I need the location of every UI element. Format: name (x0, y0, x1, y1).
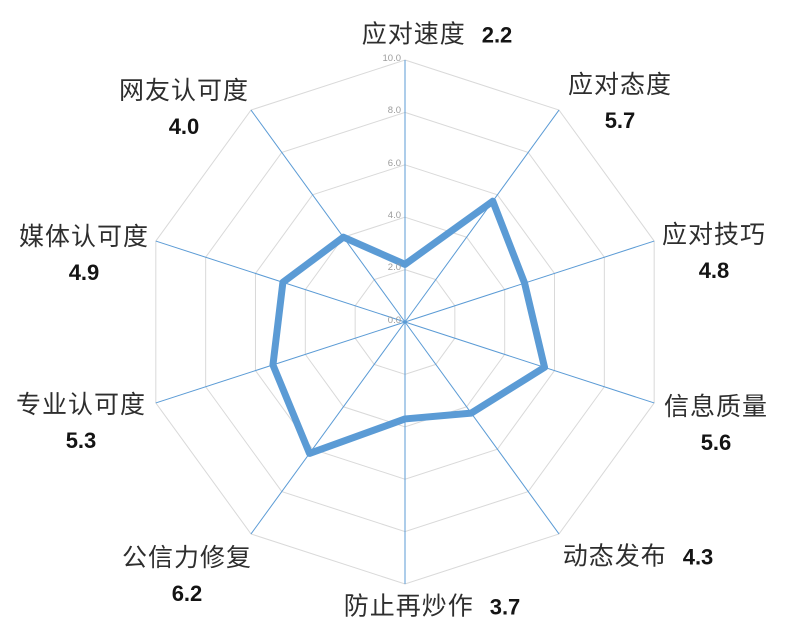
radial-tick-label-4: 4.0 (387, 210, 401, 221)
category-name: 媒体认可度 (18, 221, 150, 251)
category-value: 2.2 (481, 22, 513, 48)
category-label-info-quality: 信息质量 5.6 (664, 388, 768, 459)
category-label-credibility-repair: 公信力修复 6.2 (122, 539, 252, 610)
category-name: 公信力修复 (121, 542, 253, 572)
category-name: 信息质量 (663, 391, 769, 421)
category-value: 4.3 (682, 544, 714, 570)
category-value: 3.7 (489, 594, 521, 620)
axis-spoke-3 (404, 321, 655, 404)
category-value: 5.3 (65, 427, 97, 453)
axis-spoke-9 (250, 109, 406, 323)
category-value: 4.0 (168, 113, 200, 139)
category-label-dynamic-release: 动态发布 4.3 (563, 537, 714, 575)
radial-tick-label-2: 2.0 (387, 262, 401, 273)
category-label-prevent-rehype: 防止再炒作 3.7 (344, 587, 521, 625)
category-value: 4.8 (698, 257, 730, 283)
category-value: 5.7 (604, 107, 636, 133)
axis-spoke-1 (404, 109, 560, 323)
category-name: 防止再炒作 (343, 591, 474, 621)
category-name: 应对速度 (361, 19, 466, 49)
series-polygon (269, 197, 549, 457)
axis-spoke-7 (155, 321, 406, 404)
radial-tick-label-10: 10.0 (382, 53, 402, 64)
radial-tick-label-0: 0.0 (387, 315, 401, 326)
category-value: 4.9 (68, 259, 100, 285)
axis-spoke-6 (250, 321, 406, 535)
category-name: 动态发布 (562, 541, 667, 571)
category-value: 6.2 (171, 580, 203, 606)
axis-spoke-4 (404, 321, 560, 535)
axis-spoke-2 (404, 240, 655, 323)
category-label-response-speed: 应对速度 2.2 (362, 15, 513, 53)
category-label-professional-recognition: 专业认可度 5.3 (16, 386, 146, 457)
radial-tick-label-8: 8.0 (387, 105, 401, 116)
category-name: 网友认可度 (118, 75, 250, 105)
category-label-netizen-recognition: 网友认可度 4.0 (119, 72, 249, 143)
category-name: 应对态度 (567, 69, 673, 99)
category-value: 5.6 (700, 429, 732, 455)
radial-tick-label-6: 6.0 (387, 158, 401, 169)
category-name: 专业认可度 (15, 389, 147, 419)
category-name: 应对技巧 (661, 219, 767, 249)
category-label-response-attitude: 应对态度 5.7 (568, 66, 672, 137)
category-label-response-skill: 应对技巧 4.8 (662, 216, 766, 287)
category-label-media-recognition: 媒体认可度 4.9 (19, 218, 149, 289)
